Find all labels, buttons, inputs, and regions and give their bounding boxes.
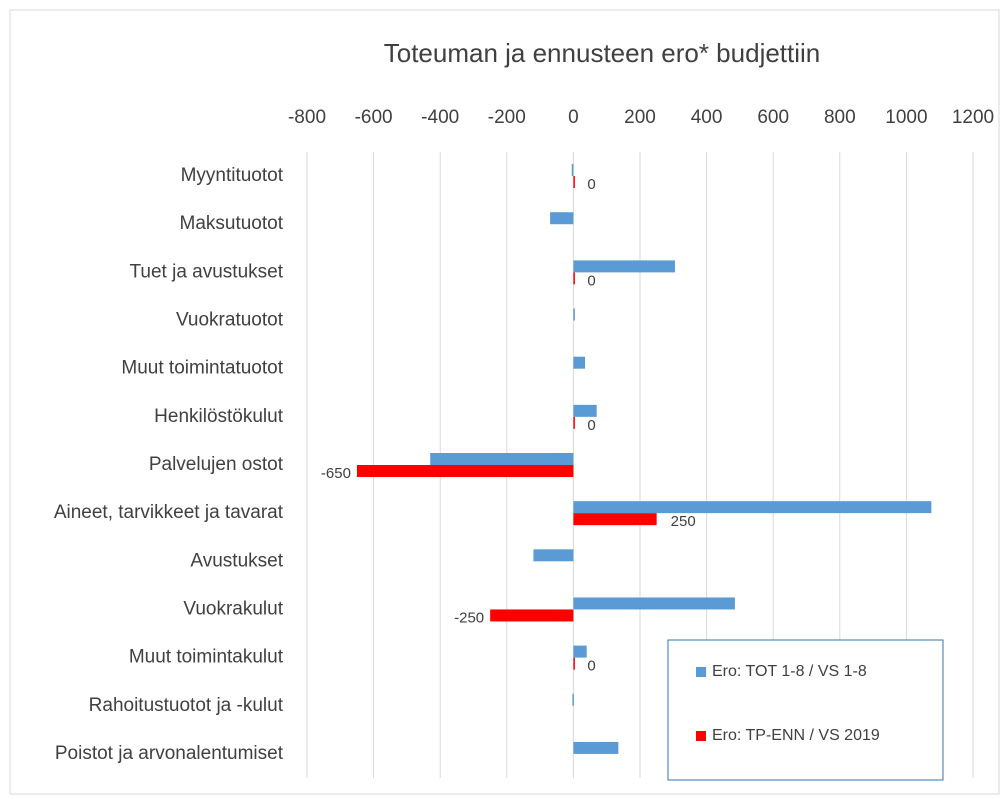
x-tick-label: -800 <box>288 107 326 128</box>
legend-label: Ero: TOT 1-8 / VS 1-8 <box>712 663 867 680</box>
legend-box <box>667 639 944 781</box>
bar <box>573 597 735 610</box>
bar <box>356 465 574 477</box>
bar <box>571 164 574 177</box>
x-tick-label: 1000 <box>885 107 927 128</box>
y-tick-label: Muut toimintakulut <box>129 647 284 668</box>
y-tick-label: Poistot ja arvonalentumiset <box>55 743 284 764</box>
x-tick-label: 0 <box>568 107 579 128</box>
bar <box>573 272 575 285</box>
bar <box>573 513 657 526</box>
y-tick-label: Muut toimintatuotot <box>121 358 283 379</box>
bar <box>573 501 932 514</box>
bar <box>573 356 586 369</box>
x-tick-label: 800 <box>824 107 856 128</box>
bar <box>490 609 574 622</box>
y-tick-label: Vuokratuotot <box>176 310 284 331</box>
x-tick-label: 600 <box>757 107 789 128</box>
legend: Ero: TOT 1-8 / VS 1-8 Ero: TP-ENN / VS 20… <box>667 639 944 781</box>
y-tick-label: Aineet, tarvikkeet ja tavarat <box>54 502 284 523</box>
data-label: 0 <box>587 658 595 675</box>
y-tick-label: Avustukset <box>190 550 283 571</box>
x-tick-label: 200 <box>624 107 656 128</box>
bar <box>430 453 574 465</box>
bar <box>573 260 675 273</box>
data-label: 250 <box>671 513 696 530</box>
bar <box>573 176 575 189</box>
data-label: 0 <box>587 176 595 193</box>
bar <box>573 657 575 670</box>
x-tick-label: -400 <box>421 107 459 128</box>
y-tick-label: Vuokrakulut <box>183 598 283 619</box>
bar <box>573 741 619 754</box>
y-tick-label: Tuet ja avustukset <box>130 261 284 282</box>
bar <box>573 645 587 658</box>
bar <box>550 212 574 225</box>
y-tick-label: Myyntituotot <box>181 165 284 186</box>
data-label: 0 <box>587 417 595 434</box>
data-label: -650 <box>321 465 351 482</box>
bar <box>572 693 574 706</box>
x-tick-label: 400 <box>691 107 723 128</box>
x-tick-label: -600 <box>355 107 393 128</box>
x-tick-label: -200 <box>488 107 526 128</box>
bar <box>533 549 574 562</box>
legend-label: Ero: TP-ENN / VS 2019 <box>712 727 880 744</box>
y-tick-label: Palvelujen ostot <box>149 454 284 475</box>
data-label: 0 <box>587 272 595 289</box>
y-tick-label: Rahoitustuotot ja -kulut <box>89 695 284 716</box>
bar <box>573 404 597 417</box>
chart-title: Toteuman ja ennusteen ero* budjettiin <box>384 38 821 68</box>
data-label: -250 <box>454 609 484 626</box>
legend-swatch <box>696 667 706 677</box>
x-tick-label: 1200 <box>952 107 994 128</box>
bar <box>573 416 575 429</box>
y-tick-label: Henkilöstökulut <box>154 406 284 427</box>
bar <box>573 308 575 321</box>
legend-swatch <box>696 731 706 741</box>
y-tick-label: Maksutuotot <box>180 213 284 234</box>
